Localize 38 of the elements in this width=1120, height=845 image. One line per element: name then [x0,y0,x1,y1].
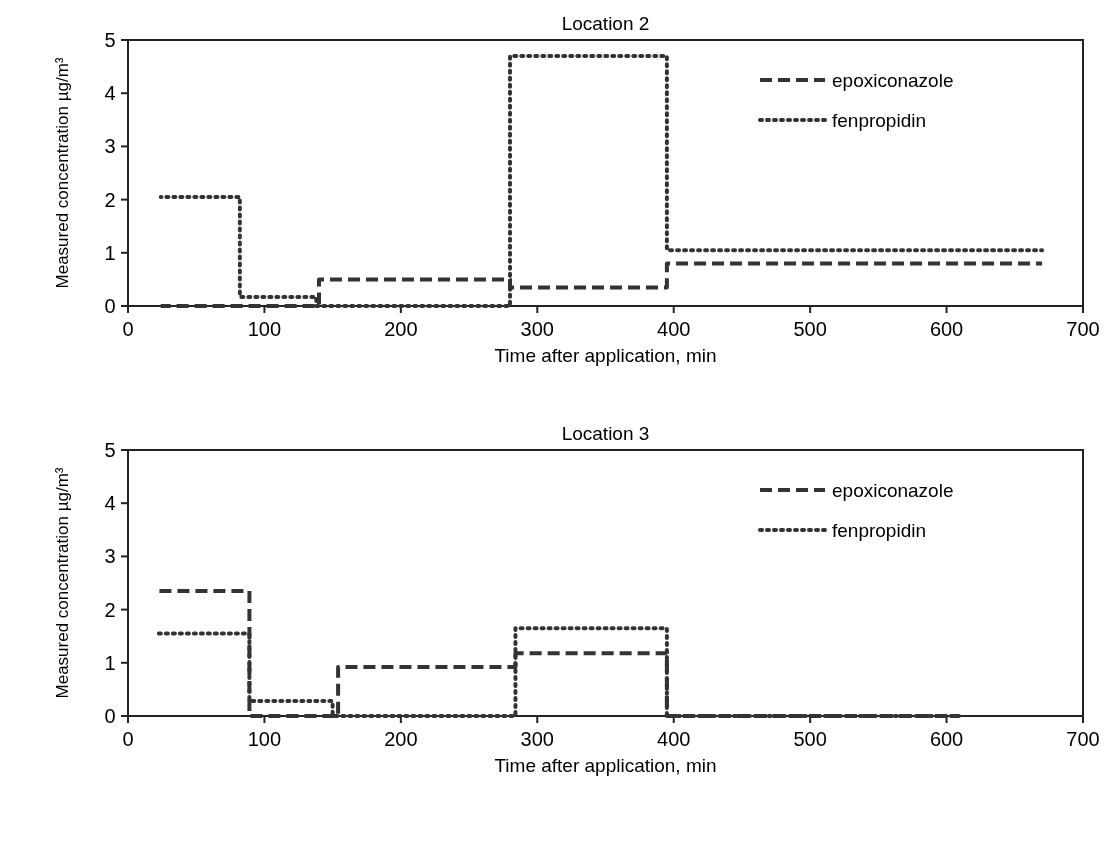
x-tick-label: 0 [122,728,134,750]
x-tick-label: 600 [929,728,964,750]
legend-label: epoxiconazole [832,479,954,501]
x-tick-label: 300 [520,318,554,340]
x-tick-label: 400 [657,728,691,750]
x-tick-label: 600 [929,318,964,340]
y-tick-label: 0 [104,295,116,317]
chart-title: Location 3 [561,423,650,444]
y-tick-label: 5 [104,439,116,461]
legend-label: epoxiconazole [832,69,954,91]
x-tick-label: 200 [384,728,418,750]
legend-label: fenpropidin [832,109,927,131]
x-tick-label: 100 [247,728,282,750]
x-tick-label: 700 [1066,728,1100,750]
y-tick-label: 3 [104,545,116,568]
y-tick-label: 2 [104,598,116,621]
y-tick-label: 1 [104,651,116,674]
y-axis-title: Measured concentration µg/m³ [53,57,72,289]
y-tick-label: 2 [104,188,116,211]
y-tick-label: 5 [104,29,116,51]
y-tick-label: 4 [104,492,116,515]
x-tick-label: 300 [520,728,554,750]
y-tick-label: 1 [104,241,116,264]
x-tick-label: 0 [122,318,134,340]
x-tick-label: 700 [1066,318,1100,340]
y-tick-label: 3 [104,135,116,158]
x-tick-label: 100 [247,318,282,340]
x-tick-label: 400 [657,318,691,340]
x-tick-label: 200 [384,318,418,340]
x-tick-label: 500 [793,728,827,750]
legend-label: fenpropidin [832,519,927,541]
x-tick-label: 500 [793,318,827,340]
x-axis-title: Time after application, min [494,345,717,366]
y-axis-title: Measured concentration µg/m³ [53,467,72,699]
y-tick-label: 0 [104,705,116,727]
x-axis-title: Time after application, min [494,755,717,776]
chart-title: Location 2 [561,13,650,34]
y-tick-label: 4 [104,82,116,105]
